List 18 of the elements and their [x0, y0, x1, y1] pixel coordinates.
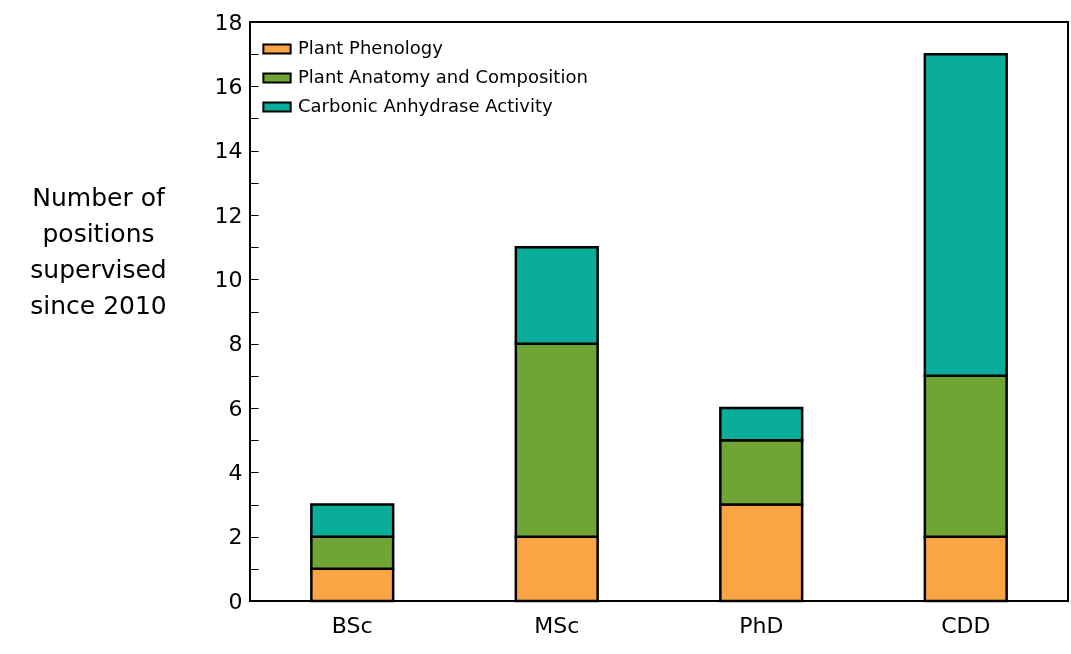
- y-tick-label: 12: [214, 202, 243, 228]
- y-tick-label: 4: [228, 459, 243, 485]
- y-tick-label: 18: [214, 9, 243, 35]
- y-tick-label: 16: [214, 73, 243, 99]
- y-tick-label: 14: [214, 138, 243, 164]
- x-tick-label: PhD: [739, 612, 784, 638]
- y-tick-label: 0: [228, 588, 243, 614]
- y-tick-label: 8: [228, 331, 243, 357]
- legend-label: Plant Anatomy and Composition: [298, 66, 588, 87]
- y-tick-label: 6: [228, 395, 243, 421]
- legend-label: Carbonic Anhydrase Activity: [298, 95, 553, 116]
- y-tick-label: 2: [228, 524, 243, 550]
- y-axis-title: Number of positions supervised since 2010: [30, 182, 167, 320]
- x-tick-label: MSc: [534, 612, 580, 638]
- x-tick-label: BSc: [331, 612, 373, 638]
- x-tick-label: CDD: [941, 612, 991, 638]
- legend-label: Plant Phenology: [298, 37, 444, 58]
- y-tick-label: 10: [214, 266, 243, 292]
